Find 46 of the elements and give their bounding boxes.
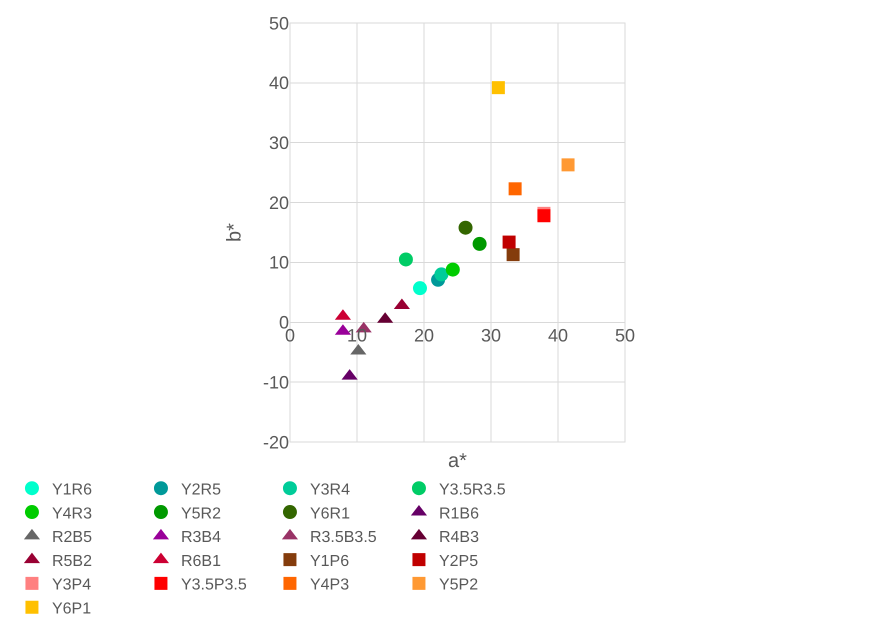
legend-label: R3B4: [180, 529, 222, 546]
point: [434, 267, 448, 282]
point: [506, 248, 520, 262]
point: [412, 281, 427, 296]
y-tick-label: -10: [262, 372, 289, 392]
y-tick-label: 10: [268, 252, 289, 273]
legend-label: Y1P6: [310, 552, 350, 570]
point: [458, 220, 473, 235]
legend-label: Y5R2: [180, 505, 222, 522]
y-tick-label: 30: [268, 133, 289, 154]
y-tick-label: 20: [268, 192, 289, 213]
legend-label: Y2P5: [438, 552, 478, 570]
legend-label: Y3P4: [52, 576, 92, 594]
legend-label: Y4P3: [310, 576, 350, 594]
x-tick-label: 30: [480, 325, 502, 346]
legend-label: R6B1: [180, 552, 222, 570]
y-axis-title: b*: [223, 222, 246, 242]
legend-label: R1B6: [438, 505, 480, 522]
point: [472, 236, 487, 251]
y-tick-label: -20: [262, 432, 289, 452]
legend-label: R2B5: [52, 529, 92, 546]
point: [562, 158, 575, 172]
point: [537, 209, 550, 222]
legend-label: Y3.5R3.5: [438, 481, 506, 498]
legend-label: Y1R6: [52, 481, 92, 498]
legend-label: Y3R4: [310, 481, 350, 498]
legend-label: Y5P2: [438, 576, 478, 594]
legend-label: Y4R3: [52, 505, 92, 522]
y-tick-label: 40: [268, 73, 289, 94]
point: [398, 252, 413, 266]
point: [502, 236, 516, 249]
x-tick-label: 50: [614, 325, 636, 346]
legend-label: Y3.5P3.5: [180, 576, 247, 594]
x-tick-label: 20: [414, 325, 434, 346]
legend-label: Y2R5: [180, 481, 222, 498]
legend-label: R3.5B3.5: [310, 529, 377, 546]
legend-label: Y6R1: [310, 505, 350, 522]
y-tick-label: 50: [268, 13, 289, 34]
legend-label: R4B3: [438, 529, 480, 546]
legend-label: R5B2: [52, 552, 92, 570]
x-tick-label: 40: [548, 325, 568, 346]
point: [492, 81, 505, 94]
legend-label: Y6P1: [52, 600, 92, 618]
point: [508, 182, 522, 196]
point: [446, 262, 460, 277]
x-axis-title: a*: [448, 450, 468, 472]
